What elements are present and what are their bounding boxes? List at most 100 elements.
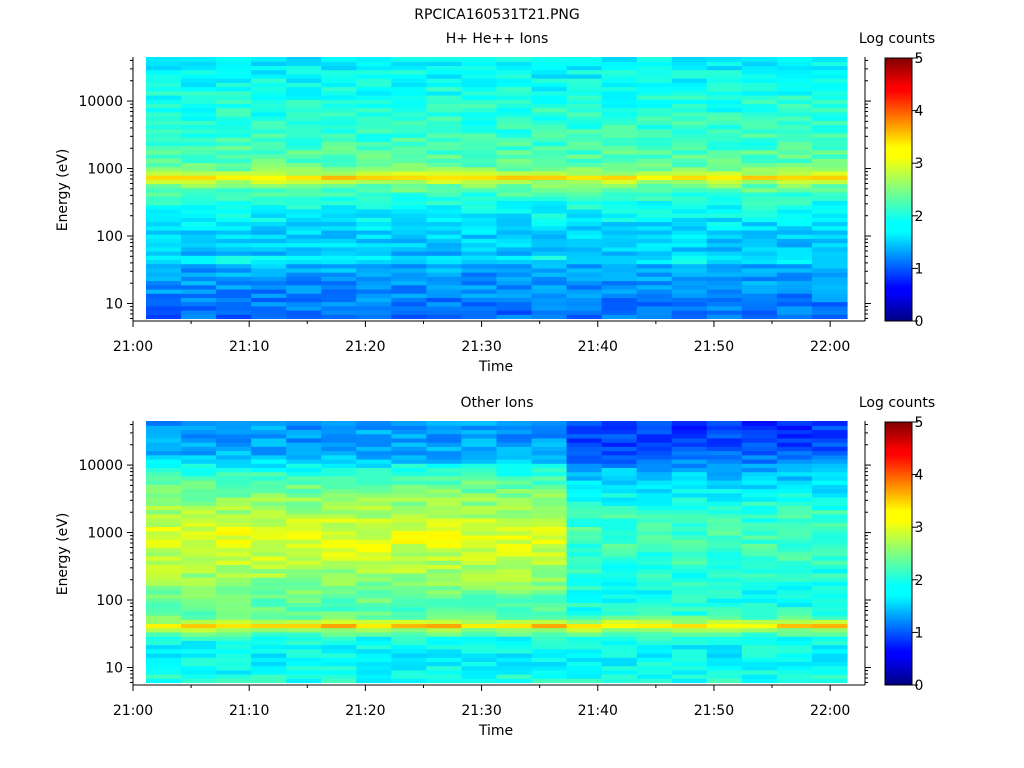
spectrogram-cell (496, 534, 533, 540)
spectrogram-cell (636, 648, 673, 654)
spectrogram-cell (496, 488, 533, 494)
spectrogram-cell (741, 564, 778, 570)
spectrogram-cell (321, 170, 357, 176)
spectrogram-cell (496, 94, 533, 100)
spectrogram-cell (706, 263, 743, 269)
spectrogram-cell (636, 522, 673, 528)
spectrogram-cell (636, 69, 673, 75)
spectrogram-cell (216, 272, 252, 277)
spectrogram-cell (356, 153, 392, 159)
spectrogram-cell (391, 674, 427, 679)
spectrogram-cell (181, 305, 217, 311)
spectrogram-cell (426, 513, 463, 519)
spectrogram-cell (706, 505, 743, 511)
spectrogram-cell (671, 238, 708, 244)
spectrogram-cell (531, 86, 568, 92)
spectrogram-cell (146, 560, 182, 565)
spectrogram-cell (566, 602, 603, 608)
spectrogram-cell (531, 166, 568, 172)
spectrogram-cell (251, 678, 287, 684)
spectrogram-cell (391, 488, 427, 494)
spectrogram-cell (356, 90, 392, 96)
spectrogram-cell (461, 280, 498, 286)
spectrogram-cell (671, 82, 708, 88)
spectrogram-cell (461, 458, 498, 464)
spectrogram-cell (741, 246, 778, 252)
spectrogram-cell (216, 288, 252, 294)
spectrogram-cell (426, 250, 463, 256)
spectrogram-cell (426, 446, 463, 452)
spectrogram-cell (566, 69, 603, 75)
spectrogram-cell (216, 120, 252, 126)
spectrogram-cell (811, 179, 848, 185)
spectrogram-cell (321, 467, 357, 473)
spectrogram-cell (776, 204, 813, 210)
spectrogram-cell (496, 99, 533, 104)
spectrogram-cell (566, 175, 603, 180)
spectrogram-cell (741, 158, 778, 164)
spectrogram-cell (706, 200, 743, 206)
spectrogram-cell (461, 310, 498, 315)
spectrogram-cell (811, 421, 848, 426)
figure-title: RPCICA160531T21.PNG (414, 7, 579, 23)
spectrogram-cell (601, 631, 638, 637)
spectrogram-cell (286, 179, 322, 185)
spectrogram-cell (216, 593, 252, 599)
spectrogram-cell (216, 221, 252, 227)
spectrogram-cell (496, 162, 533, 168)
spectrogram-cell (601, 661, 638, 667)
spectrogram-cell (356, 492, 392, 498)
spectrogram-cell (811, 288, 848, 294)
spectrogram-cell (741, 492, 778, 498)
spectrogram-cell (671, 166, 708, 172)
spectrogram-cell (636, 488, 673, 494)
spectrogram-cell (251, 213, 287, 218)
spectrogram-cell (566, 475, 603, 481)
spectrogram-cell (391, 522, 427, 528)
spectrogram-cell (391, 669, 427, 675)
spectrogram-cell (706, 488, 743, 494)
spectrogram-cell (391, 421, 427, 426)
spectrogram-cell (811, 610, 848, 616)
spectrogram-cell (461, 137, 498, 142)
spectrogram-cell (286, 288, 322, 294)
spectrogram-cell (671, 267, 708, 273)
spectrogram-cell (636, 61, 673, 67)
spectrogram-cell (496, 288, 533, 294)
spectrogram-cell (146, 425, 182, 431)
spectrogram-cell (146, 73, 182, 79)
spectrogram-cell (531, 577, 568, 582)
spectrogram-cell (146, 234, 182, 239)
spectrogram-cell (181, 513, 217, 519)
spectrogram-cell (356, 454, 392, 460)
spectrogram-cell (671, 314, 708, 320)
spectrogram-cell (601, 437, 638, 443)
spectrogram-cell (636, 585, 673, 591)
spectrogram-cell (461, 229, 498, 235)
spectrogram-cell (181, 425, 217, 431)
spectrogram-cell (706, 90, 743, 96)
spectrogram-cell (811, 293, 848, 298)
spectrogram-cell (671, 78, 708, 83)
spectrogram-cell (636, 116, 673, 121)
spectrogram-cell (391, 665, 427, 671)
spectrogram-cell (811, 120, 848, 126)
spectrogram-cell (531, 581, 568, 587)
spectrogram-cell (461, 652, 498, 658)
spectrogram-cell (601, 442, 638, 447)
spectrogram-cell (636, 454, 673, 460)
spectrogram-cell (146, 57, 182, 62)
spectrogram-cell (181, 577, 217, 582)
spectrogram-cell (251, 234, 287, 239)
spectrogram-cell (461, 175, 498, 180)
spectrogram-cell (251, 555, 287, 561)
spectrogram-cell (216, 636, 252, 641)
spectrogram-cell (601, 581, 638, 587)
spectrogram-cell (776, 305, 813, 311)
spectrogram-cell (811, 585, 848, 591)
spectrogram-cell (531, 505, 568, 511)
spectrogram-cell (811, 99, 848, 104)
spectrogram-cell (251, 446, 287, 452)
spectrogram-cell (566, 149, 603, 155)
spectrogram-cell (776, 577, 813, 582)
